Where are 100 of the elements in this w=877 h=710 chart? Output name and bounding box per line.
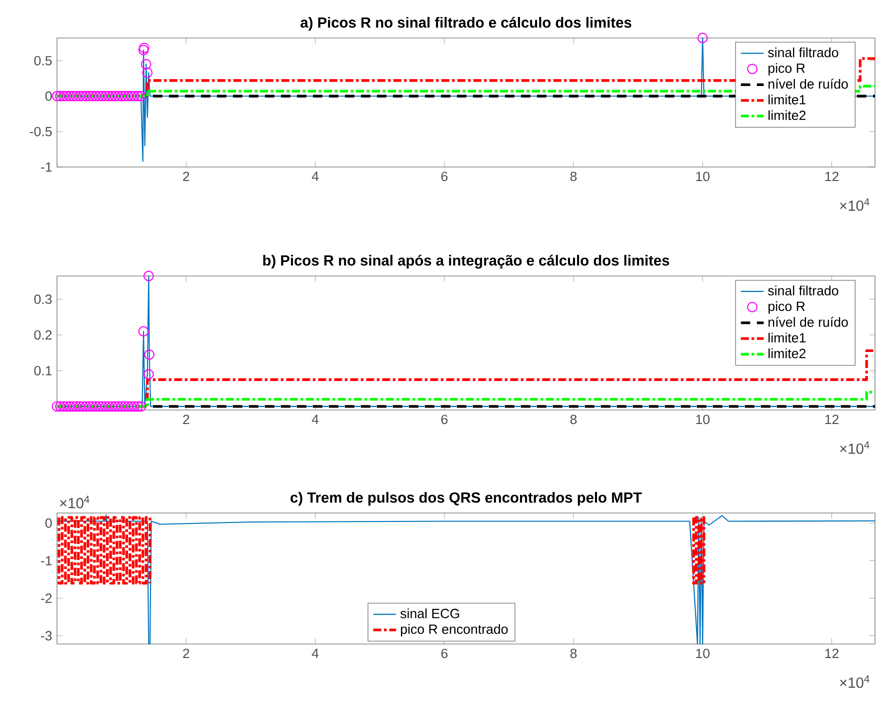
- point: [68, 401, 78, 412]
- text: ×10$^{4}$: [840, 441, 870, 454]
- point: [96, 90, 108, 102]
- point: [143, 270, 154, 282]
- point: [90, 90, 101, 102]
- point: [71, 401, 82, 412]
- point: [100, 90, 111, 102]
- point: [140, 59, 152, 70]
- chart-title: c) Trem de pulsos dos QRS encontrados pelo MPT: [290, 492, 642, 506]
- point: [87, 401, 98, 412]
- y-tick-label: -3: [41, 631, 52, 640]
- point: [80, 90, 92, 102]
- point: [58, 401, 69, 412]
- point: [87, 90, 98, 102]
- legend-label: pico R: [768, 63, 805, 76]
- point: [144, 349, 155, 360]
- point: [132, 90, 143, 102]
- y-tick-label: -1: [41, 556, 52, 566]
- point: [74, 90, 85, 102]
- point: [71, 90, 82, 102]
- chart-title: a) Picos R no sinal filtrado e cálculo dos limites: [300, 16, 632, 31]
- line-series: [56, 514, 876, 645]
- point: [55, 90, 66, 102]
- point: [58, 90, 69, 102]
- point: [106, 90, 118, 102]
- legend-label: nível de ruído: [768, 316, 848, 327]
- legend-label: limite2: [768, 348, 806, 358]
- x-tick-label: 10: [696, 414, 710, 424]
- point: [94, 90, 104, 102]
- legend-label: limite2: [768, 110, 806, 120]
- point: [64, 401, 76, 412]
- x-tick-label: 10: [696, 172, 710, 182]
- point: [106, 401, 118, 412]
- point: [122, 401, 134, 412]
- point: [103, 401, 114, 412]
- x-tick-label: 4: [312, 172, 319, 181]
- y-tick-label: 0: [45, 518, 52, 528]
- point: [55, 401, 66, 412]
- x-tick-label: 2: [183, 414, 190, 424]
- point: [110, 90, 120, 102]
- point: [120, 401, 130, 412]
- point: [52, 401, 62, 412]
- y-tick-label: -2: [41, 594, 52, 603]
- point: [84, 90, 94, 102]
- point: [110, 401, 120, 412]
- point: [61, 401, 72, 412]
- legend-label: sinal ECG: [400, 608, 460, 618]
- x-tick-label: 6: [441, 172, 448, 182]
- point: [129, 401, 140, 412]
- x-tick-label: 12: [825, 648, 839, 658]
- point: [74, 401, 85, 412]
- point: [100, 401, 111, 412]
- y-tick-label: 0.1: [34, 366, 52, 376]
- point: [113, 90, 124, 102]
- point: [78, 401, 88, 412]
- point: [52, 90, 62, 102]
- x-tick-label: 6: [441, 648, 448, 658]
- y-tick-label: 0.3: [34, 294, 52, 304]
- x-tick-label: 8: [570, 648, 577, 658]
- legend-label: pico R: [768, 301, 805, 314]
- point: [136, 401, 146, 412]
- x-tick-label: 12: [825, 414, 839, 424]
- point: [143, 369, 154, 380]
- point: [126, 401, 136, 412]
- text: ×10$^{4}$: [840, 675, 870, 688]
- text: ×10$^{4}$: [60, 496, 90, 508]
- point: [94, 401, 104, 412]
- point: [80, 401, 92, 412]
- point: [68, 90, 78, 102]
- x-tick-label: 2: [183, 172, 190, 182]
- text: ×10$^{4}$: [840, 198, 870, 211]
- point: [697, 32, 708, 44]
- y-tick-label: 0.5: [34, 56, 52, 66]
- x-tick-label: 4: [312, 414, 319, 424]
- legend-label: pico R encontrado: [400, 624, 508, 637]
- point: [116, 90, 127, 102]
- point: [120, 90, 130, 102]
- point: [126, 90, 136, 102]
- point: [122, 90, 134, 102]
- chart-title: b) Picos R no sinal após a integração e cálculo dos limites: [263, 254, 670, 269]
- point: [142, 68, 153, 78]
- x-tick-label: 2: [183, 648, 190, 658]
- x-tick-label: 12: [825, 172, 839, 182]
- point: [132, 401, 143, 412]
- point: [138, 326, 149, 337]
- point: [136, 90, 146, 102]
- point: [129, 90, 140, 102]
- point: [84, 401, 94, 412]
- point: [61, 90, 72, 102]
- y-tick-label: 0: [45, 91, 52, 101]
- y-tick-label: -1: [41, 162, 52, 172]
- legend-label: limite1: [768, 332, 806, 343]
- point: [96, 401, 108, 412]
- point: [78, 90, 88, 102]
- legend-label: sinal filtrado: [768, 286, 838, 296]
- x-tick-label: 10: [696, 648, 710, 658]
- x-tick-label: 8: [570, 172, 577, 182]
- legend-label: sinal filtrado: [768, 47, 838, 58]
- x-tick-label: 8: [570, 414, 577, 424]
- x-tick-label: 6: [441, 414, 448, 424]
